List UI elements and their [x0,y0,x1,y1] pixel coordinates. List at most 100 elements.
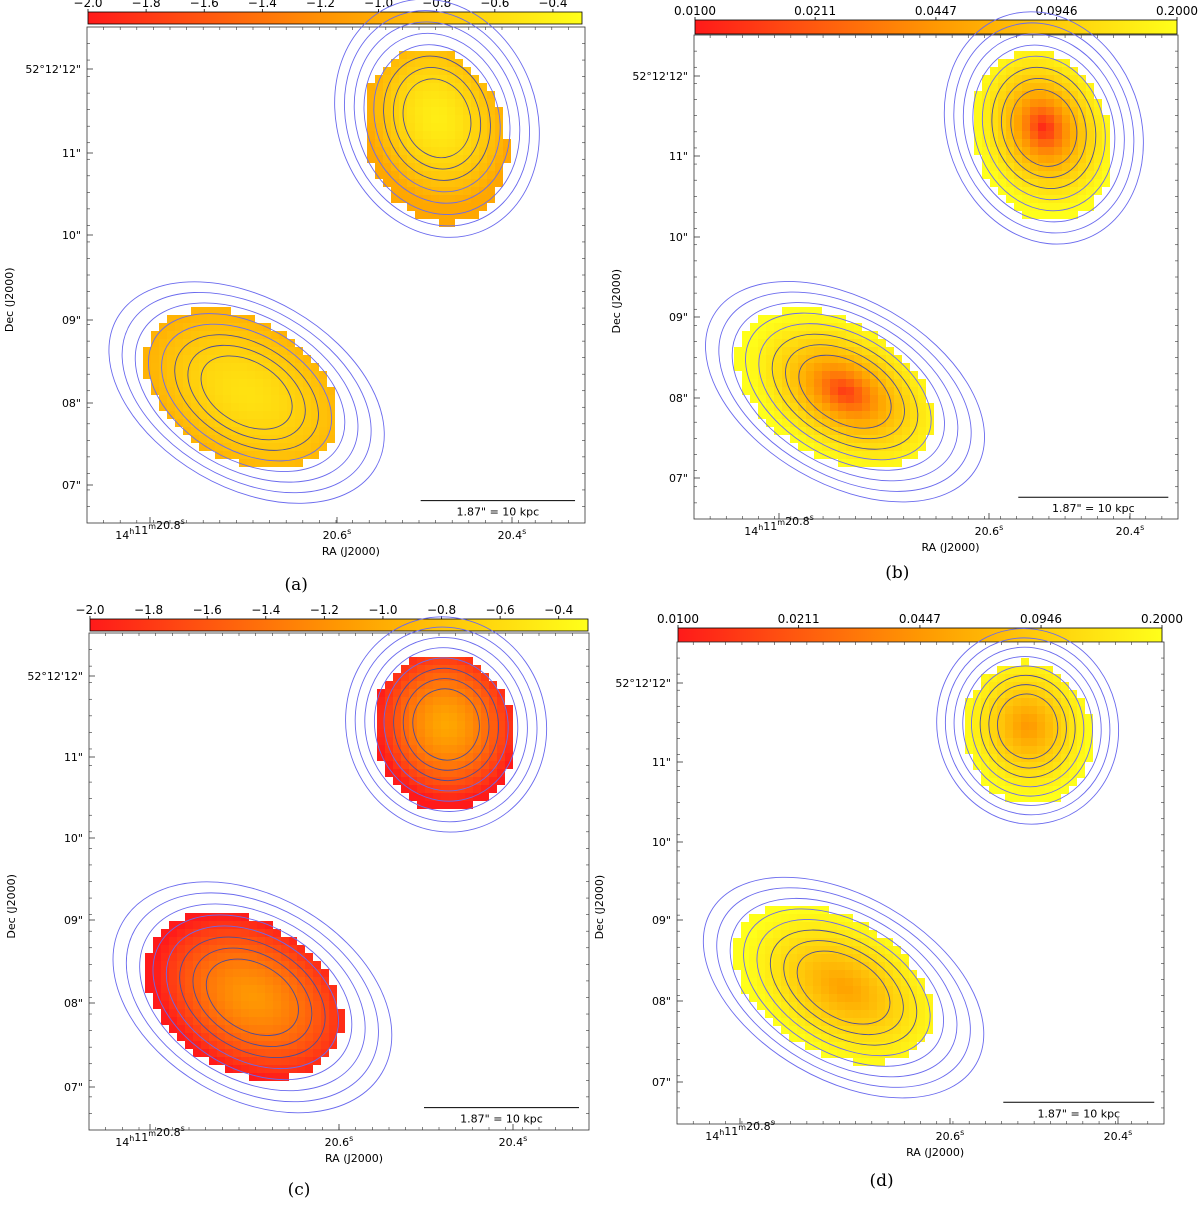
map-pixel [853,938,861,946]
map-pixel [399,131,407,139]
map-pixel [289,1001,297,1009]
map-pixel [798,315,806,323]
map-pixel [207,355,215,363]
map-pixel [1038,171,1046,179]
map-pixel [837,970,845,978]
map-pixel [489,777,497,785]
map-pixel [830,331,838,339]
map-pixel [153,993,161,1001]
map-pixel [255,371,263,379]
map-pixel [1037,714,1045,722]
map-pixel [1054,115,1062,123]
colorbar-tick-label: 0.2000 [1156,4,1198,18]
map-pixel [177,937,185,945]
map-pixel [1013,698,1021,706]
map-pixel [199,315,207,323]
map-pixel [151,347,159,355]
map-pixel [1037,786,1045,794]
map-pixel [455,107,463,115]
map-pixel [1013,706,1021,714]
map-pixel [279,443,287,451]
map-pixel [1030,195,1038,203]
map-pixel [1061,690,1069,698]
map-pixel [247,363,255,371]
map-pixel [805,938,813,946]
map-pixel [455,75,463,83]
map-pixel [159,347,167,355]
map-pixel [161,937,169,945]
map-pixel [829,970,837,978]
map-pixel [741,978,749,986]
map-pixel [1085,714,1093,722]
map-pixel [1014,147,1022,155]
map-pixel [377,713,385,721]
map-pixel [233,953,241,961]
map-pixel [439,59,447,67]
map-pixel [425,657,433,665]
map-pixel [870,411,878,419]
contour-line [705,281,985,503]
map-pixel [1046,59,1054,67]
map-pixel [423,123,431,131]
map-pixel [457,657,465,665]
map-pixel [1021,794,1029,802]
map-pixel [319,443,327,451]
map-pixel [1077,770,1085,778]
map-pixel [223,443,231,451]
map-pixel [217,1049,225,1057]
map-pixel [870,363,878,371]
map-pixel [885,986,893,994]
map-pixel [1006,67,1014,75]
map-pixel [287,363,295,371]
map-pixel [207,419,215,427]
y-tick-label: 11" [652,756,671,769]
map-pixel [1102,171,1110,179]
map-pixel [233,937,241,945]
contour-line [353,21,521,216]
map-pixel [289,985,297,993]
map-pixel [765,906,773,914]
colorbar-tick-label: −0.4 [544,603,573,617]
map-pixel [465,777,473,785]
map-pixel [749,922,757,930]
map-pixel [1038,179,1046,187]
map-pixel [781,962,789,970]
map-pixel [790,371,798,379]
map-pixel [981,770,989,778]
map-pixel [305,1065,313,1073]
map-pixel [223,379,231,387]
map-pixel [367,131,375,139]
map-pixel [781,914,789,922]
map-pixel [279,355,287,363]
map-pixel [1054,99,1062,107]
map-pixel [383,131,391,139]
map-pixel [1038,51,1046,59]
map-pixel [893,970,901,978]
map-pixel [989,786,997,794]
map-pixel [473,729,481,737]
map-pixel [1046,203,1054,211]
map-pixel [861,1034,869,1042]
map-pixel [193,937,201,945]
map-pixel [159,379,167,387]
map-pixel [1021,698,1029,706]
map-pixel [241,929,249,937]
map-pixel [313,977,321,985]
map-pixel [838,419,846,427]
x-axis-label: RA (J2000) [921,541,979,554]
map-pixel [375,83,383,91]
map-pixel [239,435,247,443]
map-pixel [391,131,399,139]
map-pixel [789,1018,797,1026]
map-pixel [1053,754,1061,762]
map-pixel [417,745,425,753]
map-pixel [201,969,209,977]
map-pixel [265,1001,273,1009]
map-pixel [225,945,233,953]
map-pixel [201,929,209,937]
map-pixel [861,1026,869,1034]
map-pixel [207,315,215,323]
map-pixel [774,347,782,355]
map-pixel [1030,67,1038,75]
map-pixel [367,91,375,99]
